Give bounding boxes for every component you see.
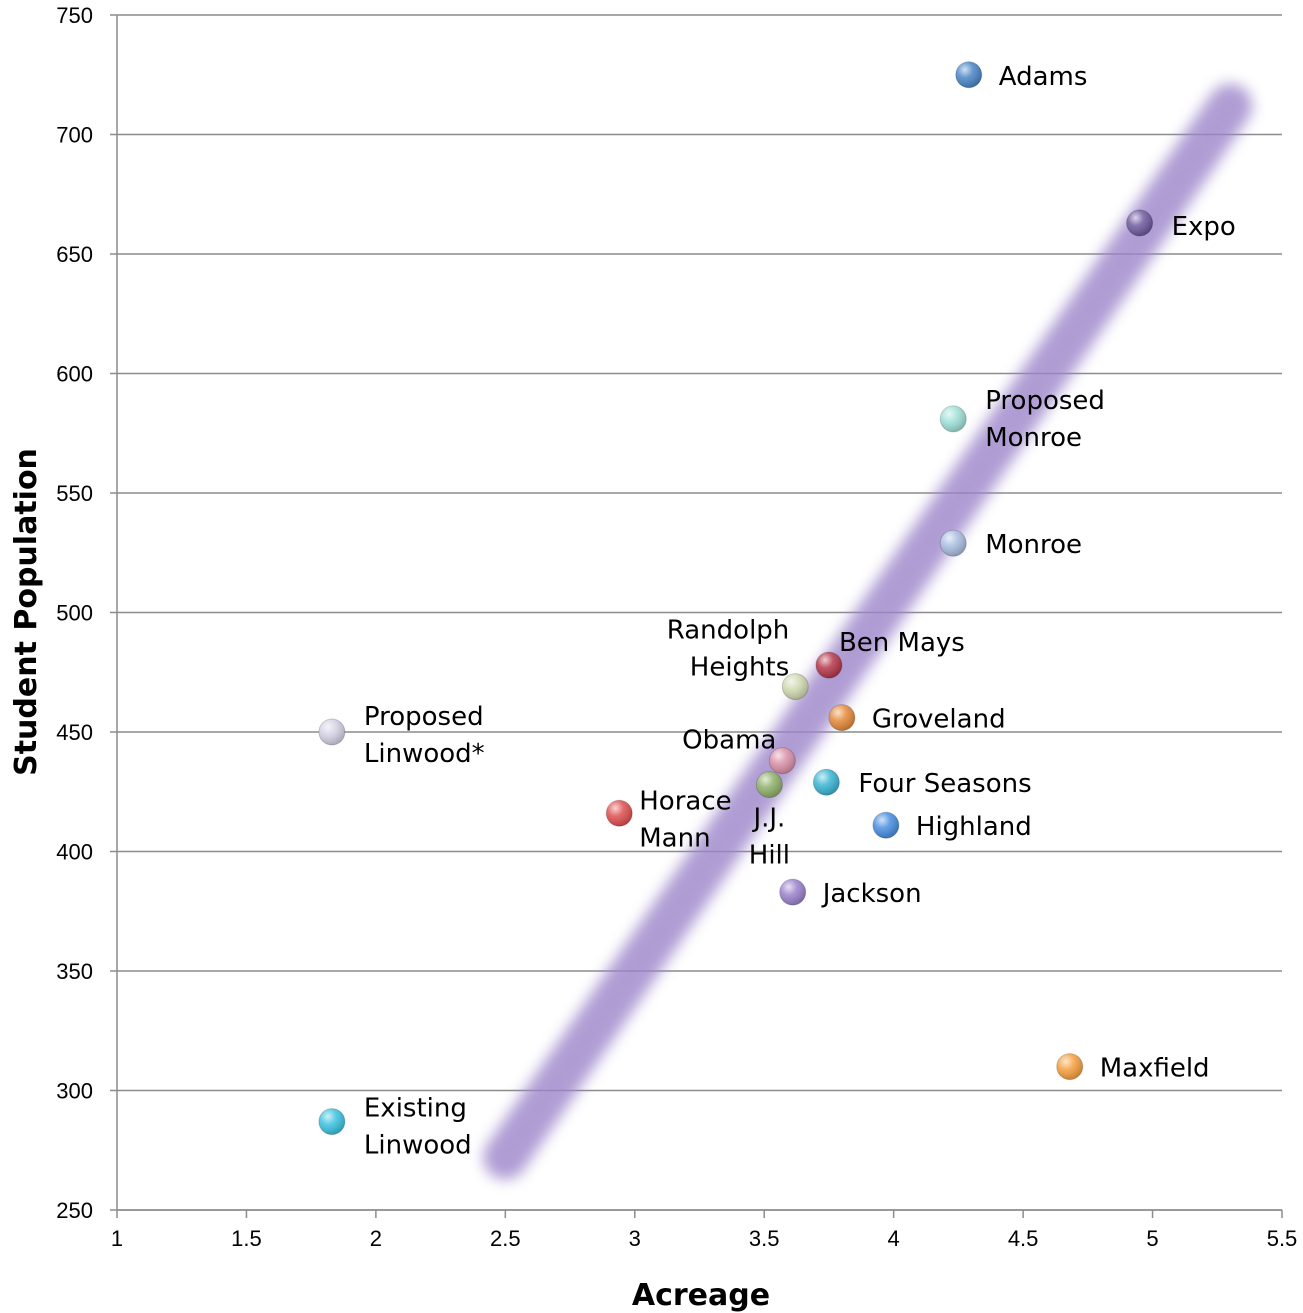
x-axis-title: Acreage	[632, 1278, 770, 1313]
label-groveland: Groveland	[872, 705, 1006, 735]
point-randolph-heights-highlight	[782, 673, 809, 700]
point-labels: Adams Expo Proposed Monroe Monroe Ben Mays Ran…	[364, 62, 1236, 1161]
label-randolph-heights-line-1: Randolph	[667, 616, 790, 646]
point-ben-mays-highlight	[815, 652, 842, 679]
label-randolph-heights-line-2: Heights	[690, 653, 790, 683]
y-tick-label-1: 300	[56, 1079, 93, 1104]
label-expo: Expo	[1172, 212, 1236, 242]
y-tick-label-3: 400	[56, 840, 93, 865]
label-horace-mann-line-1: Horace	[639, 786, 731, 816]
y-tick-label-0: 250	[56, 1198, 93, 1223]
x-tick-label-6: 4	[888, 1226, 900, 1251]
label-proposed-linwood-line-1: Proposed	[364, 702, 484, 732]
point-proposed-linwood-highlight	[318, 719, 345, 745]
point-proposed-monroe-highlight	[940, 405, 967, 432]
point-maxfield-highlight	[1056, 1053, 1083, 1080]
label-maxfield: Maxfield	[1100, 1054, 1210, 1084]
label-existing-linwood-line-2: Linwood	[364, 1131, 472, 1161]
trend-band	[483, 83, 1253, 1180]
label-proposed-linwood-line-2: Linwood*	[364, 739, 485, 769]
y-tick-label-10: 750	[56, 3, 93, 28]
point-jj-hill-highlight	[756, 771, 783, 798]
y-tick-label-4: 450	[56, 720, 93, 745]
point-monroe-highlight	[940, 530, 967, 557]
x-tick-label-3: 2.5	[490, 1226, 521, 1251]
label-proposed-monroe-line-2: Monroe	[985, 423, 1082, 453]
data-points	[318, 61, 1154, 1136]
point-jackson-highlight	[779, 879, 806, 906]
x-tick-label-0: 1	[111, 1226, 123, 1251]
label-horace-mann-line-2: Mann	[639, 823, 710, 853]
point-groveland-highlight	[828, 704, 855, 731]
x-tick-label-2: 2	[370, 1226, 382, 1251]
x-tick-label-9: 5.5	[1267, 1226, 1298, 1251]
label-jackson: Jackson	[821, 879, 922, 909]
label-existing-linwood-line-1: Existing	[364, 1094, 467, 1124]
point-adams-highlight	[955, 61, 982, 88]
label-jj-hill-line-2: Hill	[749, 841, 790, 871]
label-proposed-monroe-line-1: Proposed	[985, 386, 1105, 416]
label-four-seasons: Four Seasons	[858, 769, 1031, 799]
y-tick-label-7: 600	[56, 362, 93, 387]
point-expo-highlight	[1126, 209, 1153, 236]
x-tick-label-4: 3	[629, 1226, 641, 1251]
label-adams: Adams	[999, 62, 1088, 92]
y-tick-label-5: 500	[56, 601, 93, 626]
label-monroe: Monroe	[985, 530, 1082, 560]
point-four-seasons-highlight	[813, 769, 840, 796]
axes: 250 300 350 400 450 500 550 600 650 700 750 1 1.5 2 2.…	[56, 3, 1297, 1251]
gridlines	[117, 14, 1282, 1211]
label-ben-mays: Ben Mays	[839, 628, 965, 658]
x-tick-label-5: 3.5	[749, 1226, 780, 1251]
y-tick-label-2: 350	[56, 959, 93, 984]
y-tick-label-9: 700	[56, 123, 93, 148]
y-axis-title: Student Population	[9, 448, 44, 776]
point-obama-highlight	[769, 747, 796, 774]
label-jj-hill-line-1: J.J.	[751, 804, 785, 834]
x-tick-label-7: 4.5	[1008, 1226, 1039, 1251]
point-existing-linwood-highlight	[318, 1108, 345, 1135]
y-tick-label-8: 650	[56, 242, 93, 267]
point-highland-highlight	[872, 812, 899, 839]
label-highland: Highland	[916, 812, 1032, 842]
point-horace-mann-highlight	[606, 800, 633, 827]
x-tick-label-1: 1.5	[231, 1226, 262, 1251]
trend-band-stroke	[483, 83, 1253, 1180]
label-obama: Obama	[682, 726, 776, 756]
y-tick-label-6: 550	[56, 481, 93, 506]
x-tick-label-8: 5	[1146, 1226, 1158, 1251]
